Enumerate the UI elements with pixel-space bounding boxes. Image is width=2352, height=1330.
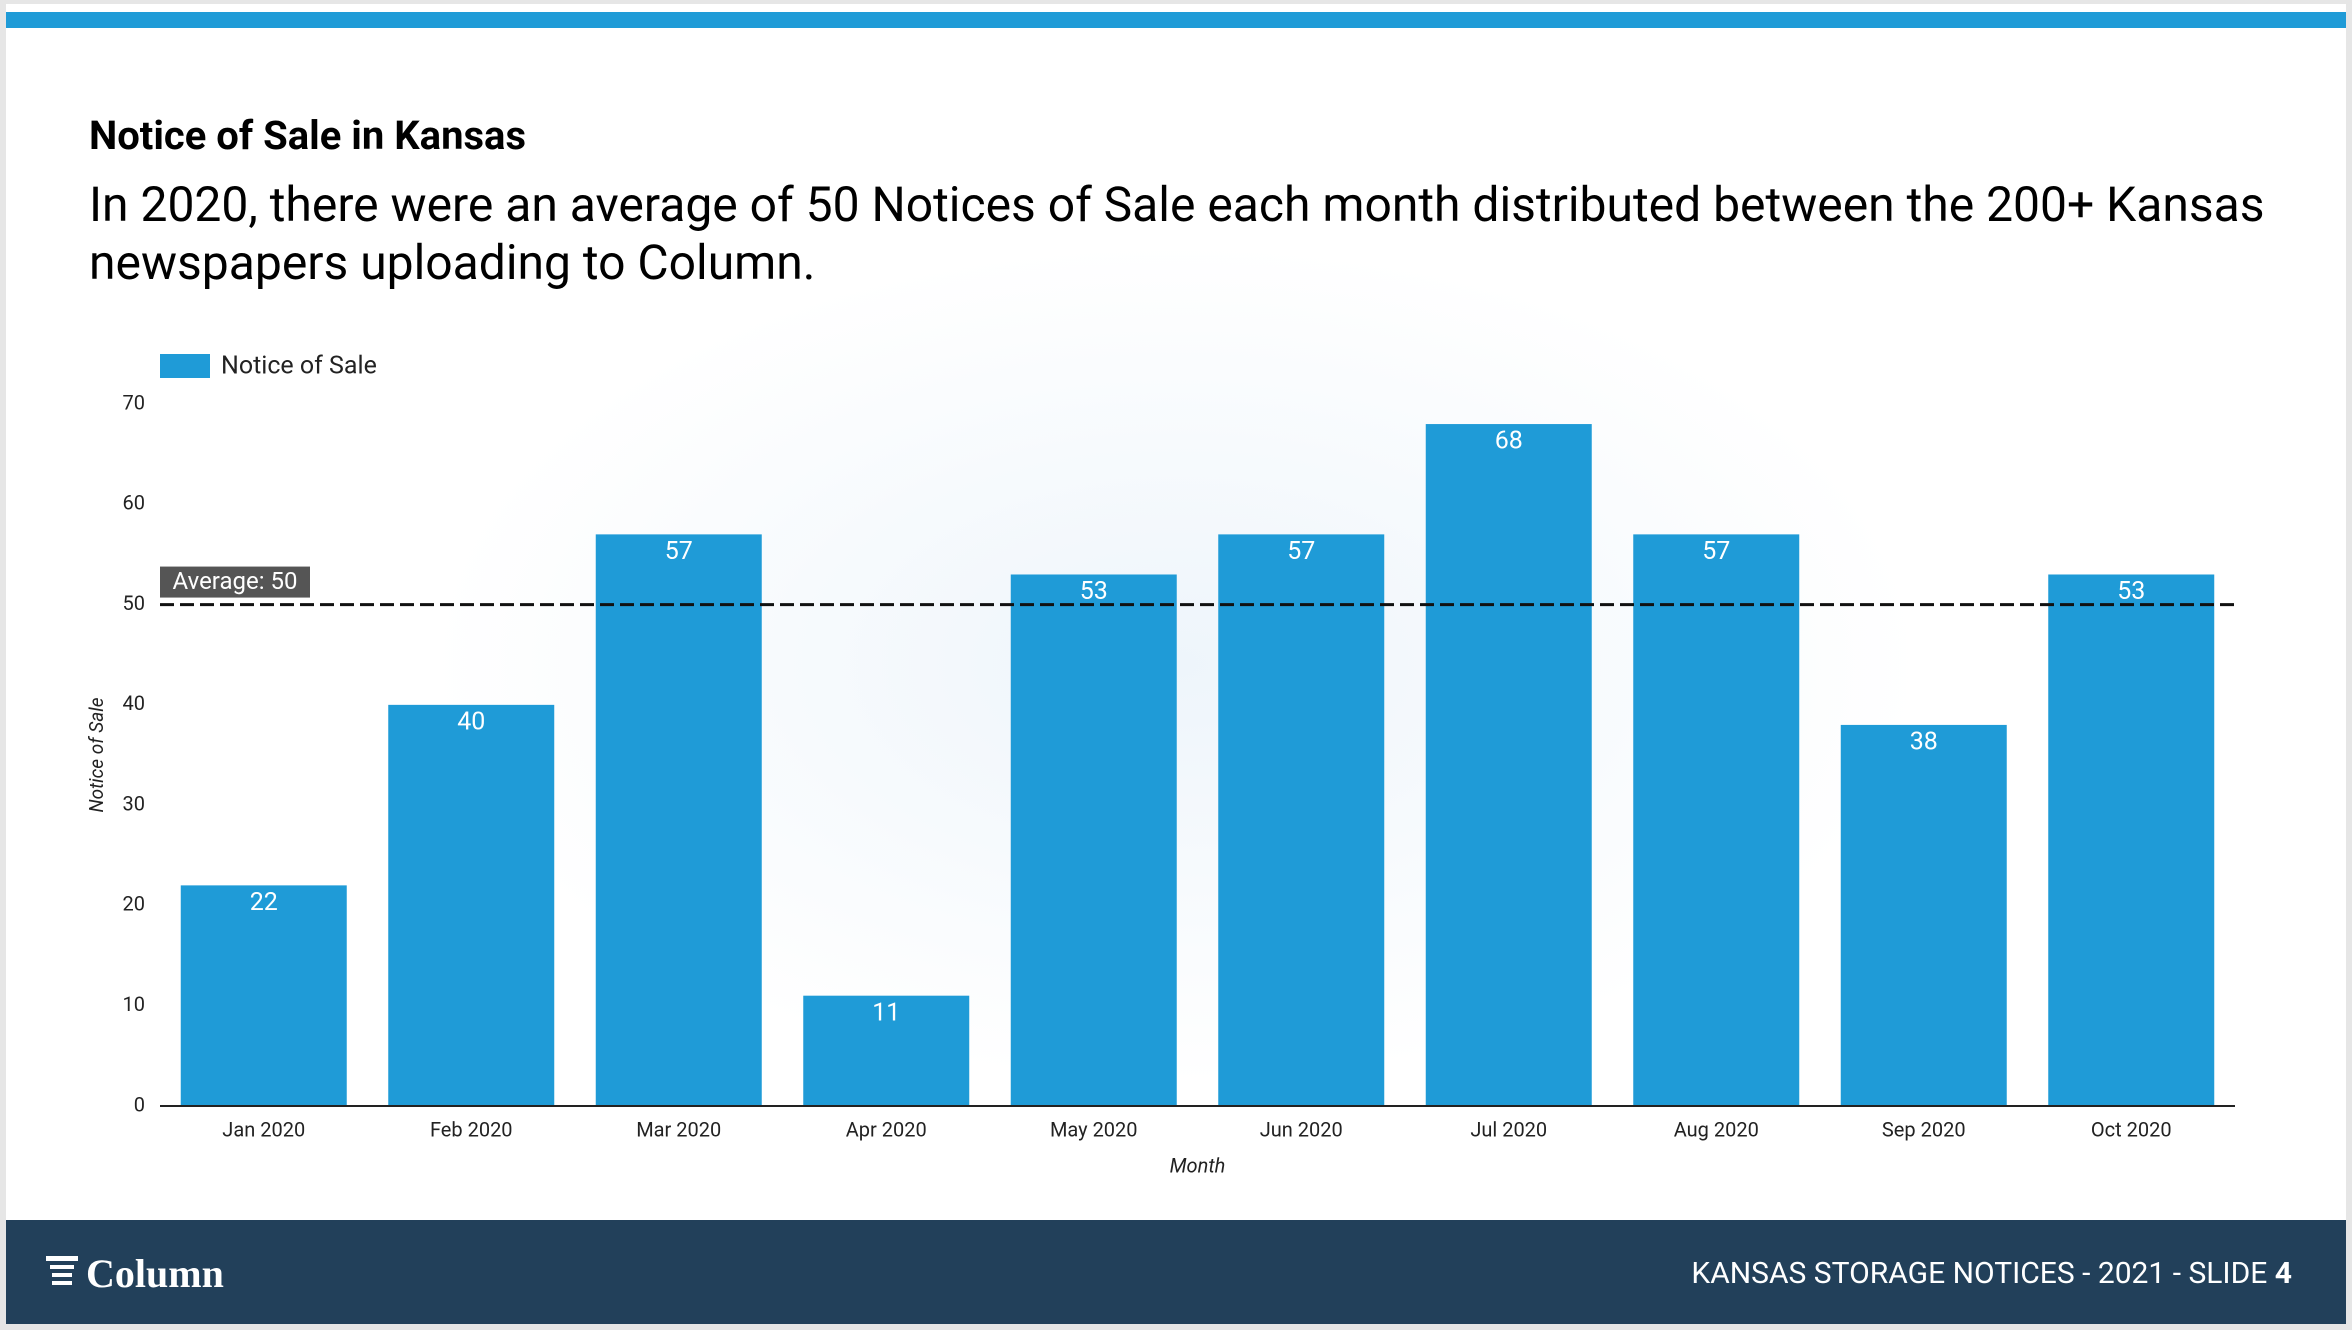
value-label: 68 bbox=[1495, 427, 1523, 456]
slide: Notice of Sale in Kansas In 2020, there … bbox=[6, 4, 2346, 1324]
slide-title: Notice of Sale in Kansas bbox=[89, 112, 527, 159]
x-tick-label: Apr 2020 bbox=[846, 1117, 927, 1141]
x-tick-label: May 2020 bbox=[1050, 1117, 1138, 1141]
legend-swatch bbox=[160, 354, 210, 378]
chart: Notice of Sale 0 10 20 30 40 50 60 70 Notice of S… bbox=[85, 352, 2235, 1177]
y-tick-label: 30 bbox=[123, 791, 145, 815]
y-tick-label: 0 bbox=[134, 1092, 145, 1116]
y-tick-label: 70 bbox=[123, 390, 145, 414]
slide-number: 4 bbox=[2274, 1256, 2292, 1291]
bar bbox=[1218, 534, 1385, 1106]
slide-subtitle: In 2020, there were an average of 50 Not… bbox=[89, 176, 2265, 291]
x-tick-label: Jun 2020 bbox=[1260, 1117, 1343, 1141]
value-label: 22 bbox=[250, 888, 278, 917]
footer-label: KANSAS STORAGE NOTICES - 2021 - SLIDE bbox=[1691, 1256, 2268, 1291]
x-tick-label: Sep 2020 bbox=[1882, 1117, 1966, 1141]
x-tick-label: Aug 2020 bbox=[1674, 1117, 1759, 1141]
value-label: 53 bbox=[2117, 577, 2145, 606]
y-tick-label: 50 bbox=[123, 591, 145, 615]
footer-text: KANSAS STORAGE NOTICES - 2021 - SLIDE 4 bbox=[1691, 1256, 2292, 1291]
reference-label-box bbox=[160, 566, 310, 598]
logo-icon bbox=[46, 1256, 78, 1285]
bar bbox=[1633, 534, 1800, 1106]
bar bbox=[803, 995, 970, 1106]
bar bbox=[388, 704, 555, 1106]
value-label: 38 bbox=[1910, 728, 1938, 757]
bar bbox=[180, 885, 347, 1106]
legend-label: Notice of Sale bbox=[221, 352, 377, 381]
bar bbox=[595, 534, 762, 1106]
top-bar bbox=[6, 12, 2346, 28]
x-axis-title: Month bbox=[1170, 1153, 1226, 1177]
value-label: 57 bbox=[1287, 537, 1315, 566]
x-tick-label: Jan 2020 bbox=[222, 1117, 305, 1141]
x-tick-label: Feb 2020 bbox=[430, 1117, 513, 1141]
value-label: 57 bbox=[1702, 537, 1730, 566]
x-tick-label: Jul 2020 bbox=[1470, 1117, 1547, 1141]
y-axis-title: Notice of Sale bbox=[85, 697, 108, 812]
y-tick-label: 40 bbox=[123, 691, 145, 715]
bar bbox=[1840, 724, 2007, 1106]
footer: Column KANSAS STORAGE NOTICES - 2021 - S… bbox=[6, 1220, 2346, 1324]
value-label: 11 bbox=[872, 998, 900, 1027]
value-label: 57 bbox=[665, 537, 693, 566]
y-tick-label: 10 bbox=[123, 992, 145, 1016]
bar bbox=[1425, 424, 1592, 1106]
reference-label: Average: 50 bbox=[173, 567, 298, 595]
value-label: 53 bbox=[1080, 577, 1108, 606]
y-tick-label: 20 bbox=[123, 892, 145, 916]
bar bbox=[2048, 574, 2215, 1106]
logo-text: Column bbox=[86, 1251, 224, 1296]
x-tick-label: Mar 2020 bbox=[636, 1117, 721, 1141]
y-tick-label: 60 bbox=[123, 491, 145, 515]
x-tick-label: Oct 2020 bbox=[2091, 1117, 2172, 1141]
value-label: 40 bbox=[457, 707, 485, 736]
bar bbox=[1010, 574, 1177, 1106]
